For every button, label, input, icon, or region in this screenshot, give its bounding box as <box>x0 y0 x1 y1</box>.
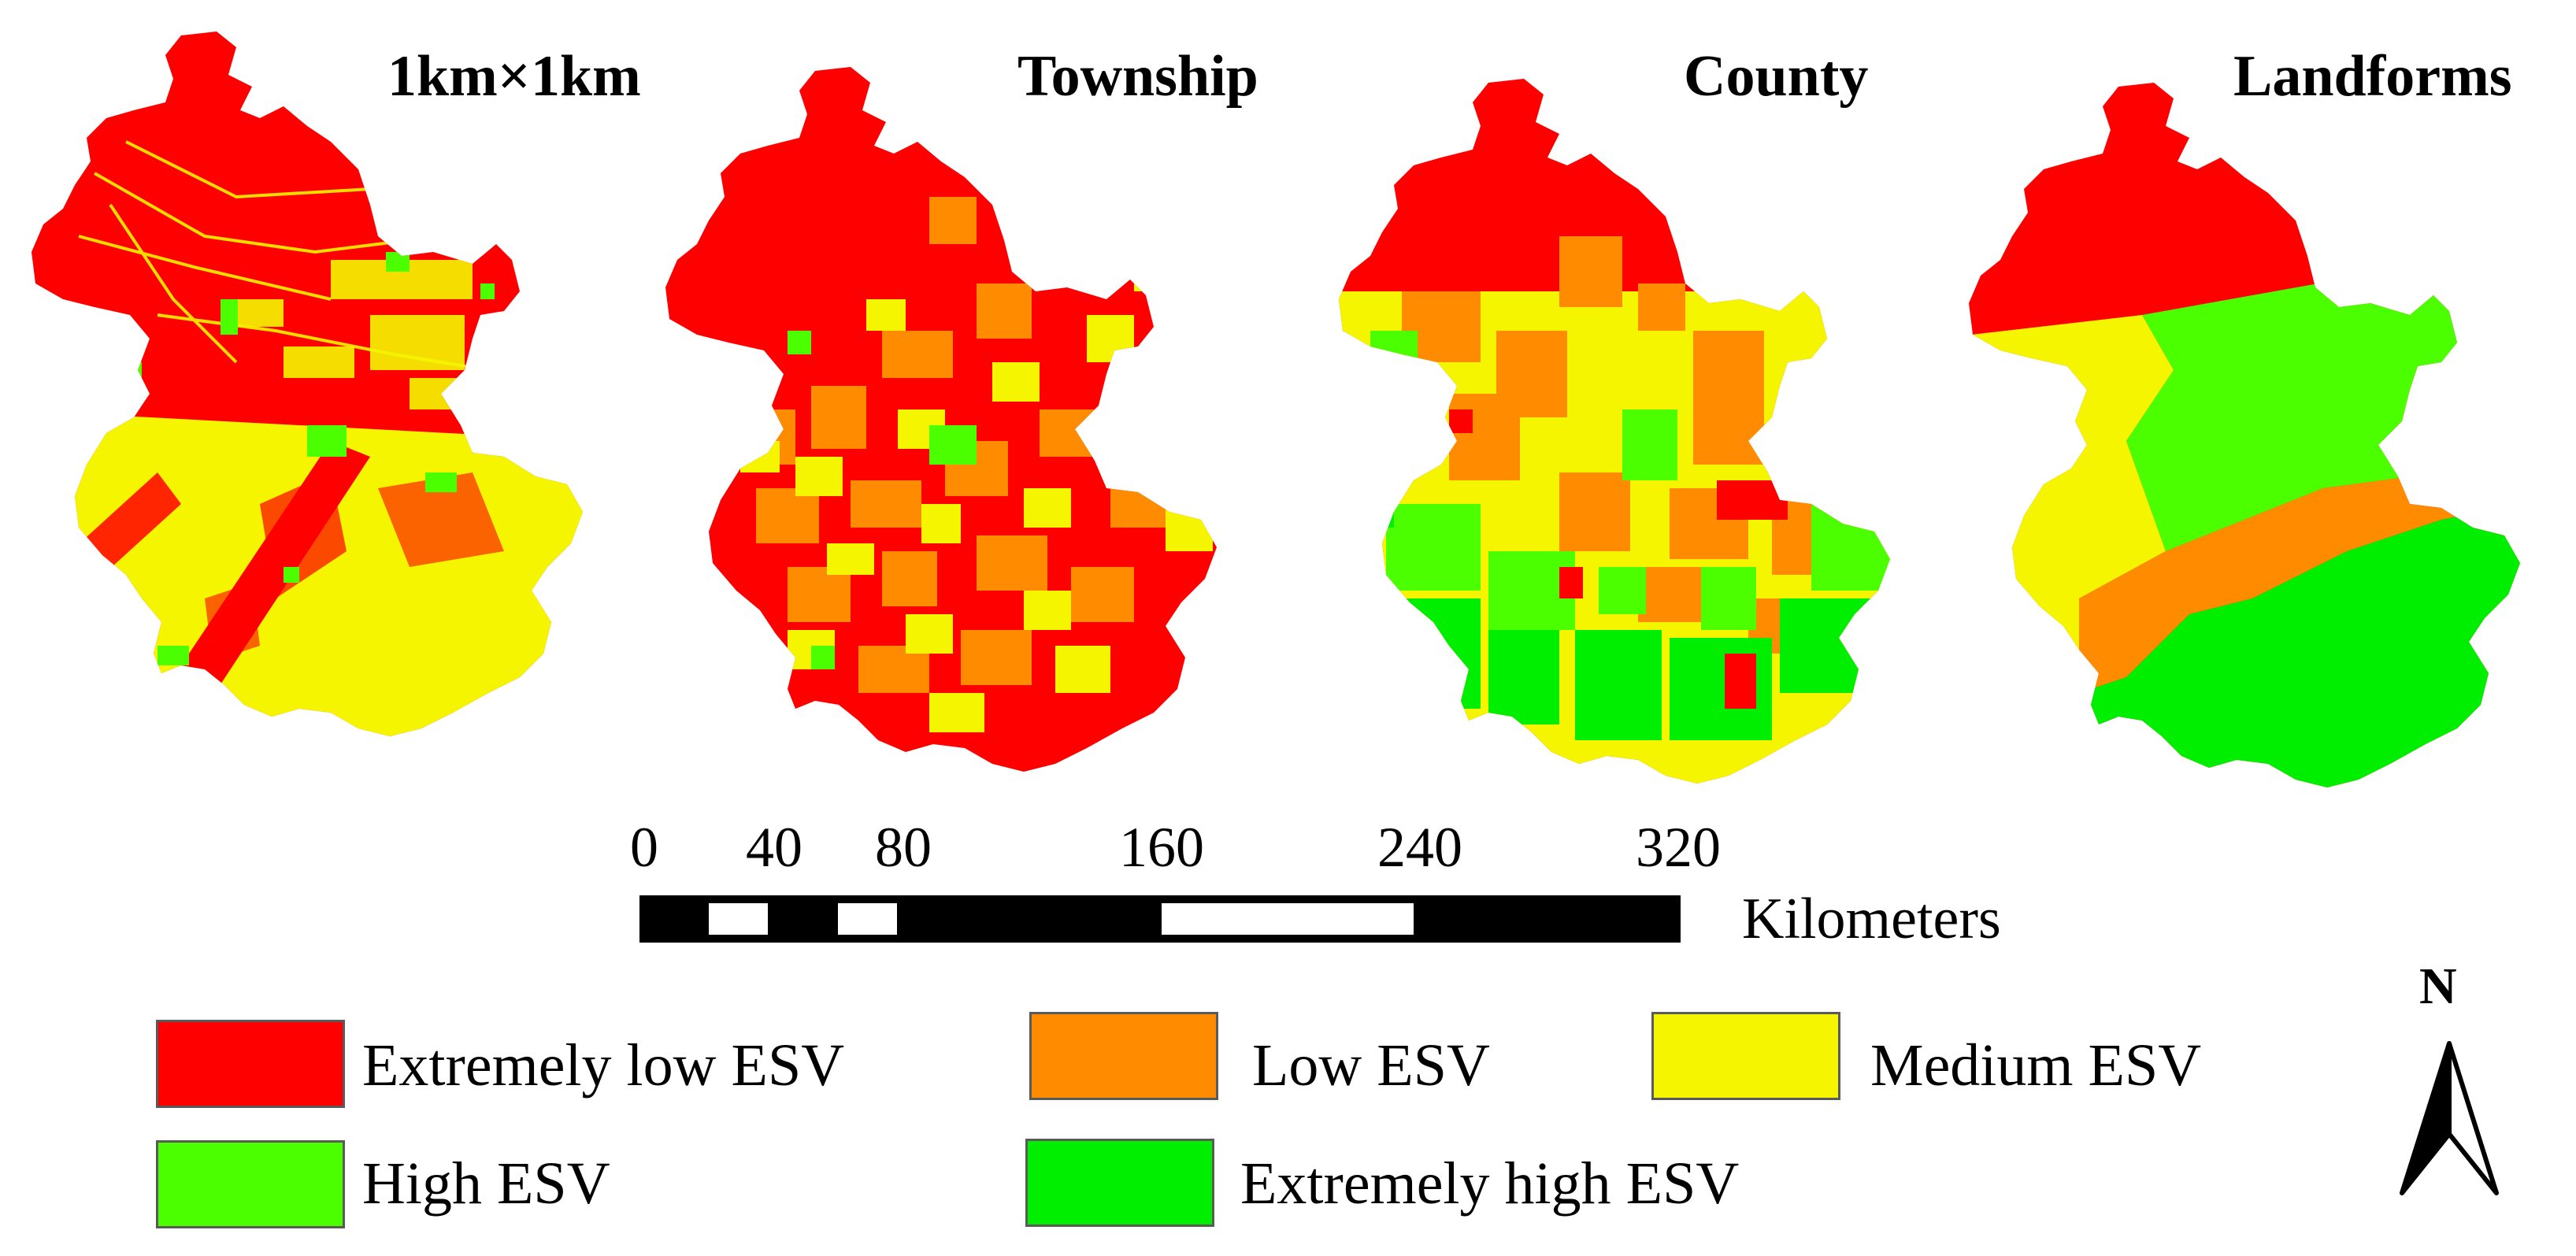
map-township <box>665 67 1217 772</box>
scale-tick: 320 <box>1636 816 1721 879</box>
legend-label-low: Low ESV <box>1252 1032 1490 1099</box>
maps-container <box>32 31 2520 787</box>
legend-label-extremely-high: Extremely high ESV <box>1240 1150 1740 1217</box>
legend-label-medium: Medium ESV <box>1870 1032 2202 1099</box>
scale-tick: 0 <box>630 816 658 879</box>
map-grid-1km <box>32 31 583 736</box>
north-arrow-icon <box>2400 1041 2499 1195</box>
scale-tick: 240 <box>1377 816 1462 879</box>
panel-title-grid: 1km×1km <box>387 44 641 109</box>
legend-swatch-high <box>156 1140 345 1228</box>
scale-tick: 80 <box>875 816 932 879</box>
map-landforms <box>1969 83 2520 787</box>
legend-swatch-extremely-high <box>1025 1139 1214 1227</box>
scale-tick: 160 <box>1119 816 1204 879</box>
scale-units: Kilometers <box>1742 887 2001 951</box>
legend-swatch-low <box>1029 1012 1218 1100</box>
scale-segment <box>709 903 768 935</box>
scale-segment <box>838 903 897 935</box>
panel-title-county: County <box>1684 44 1869 109</box>
panel-title-township: Township <box>1017 44 1258 109</box>
map-county <box>1339 79 1890 784</box>
legend-swatch-extremely-low <box>156 1020 345 1108</box>
legend-label-high: High ESV <box>362 1150 610 1217</box>
north-label: N <box>2419 958 2457 1015</box>
scale-tick: 40 <box>746 816 802 879</box>
legend-swatch-medium <box>1651 1012 1840 1100</box>
scale-segment <box>1162 903 1414 935</box>
scale-bar <box>639 895 1681 943</box>
legend-label-extremely-low: Extremely low ESV <box>362 1032 845 1099</box>
panel-title-landforms: Landforms <box>2233 44 2512 109</box>
